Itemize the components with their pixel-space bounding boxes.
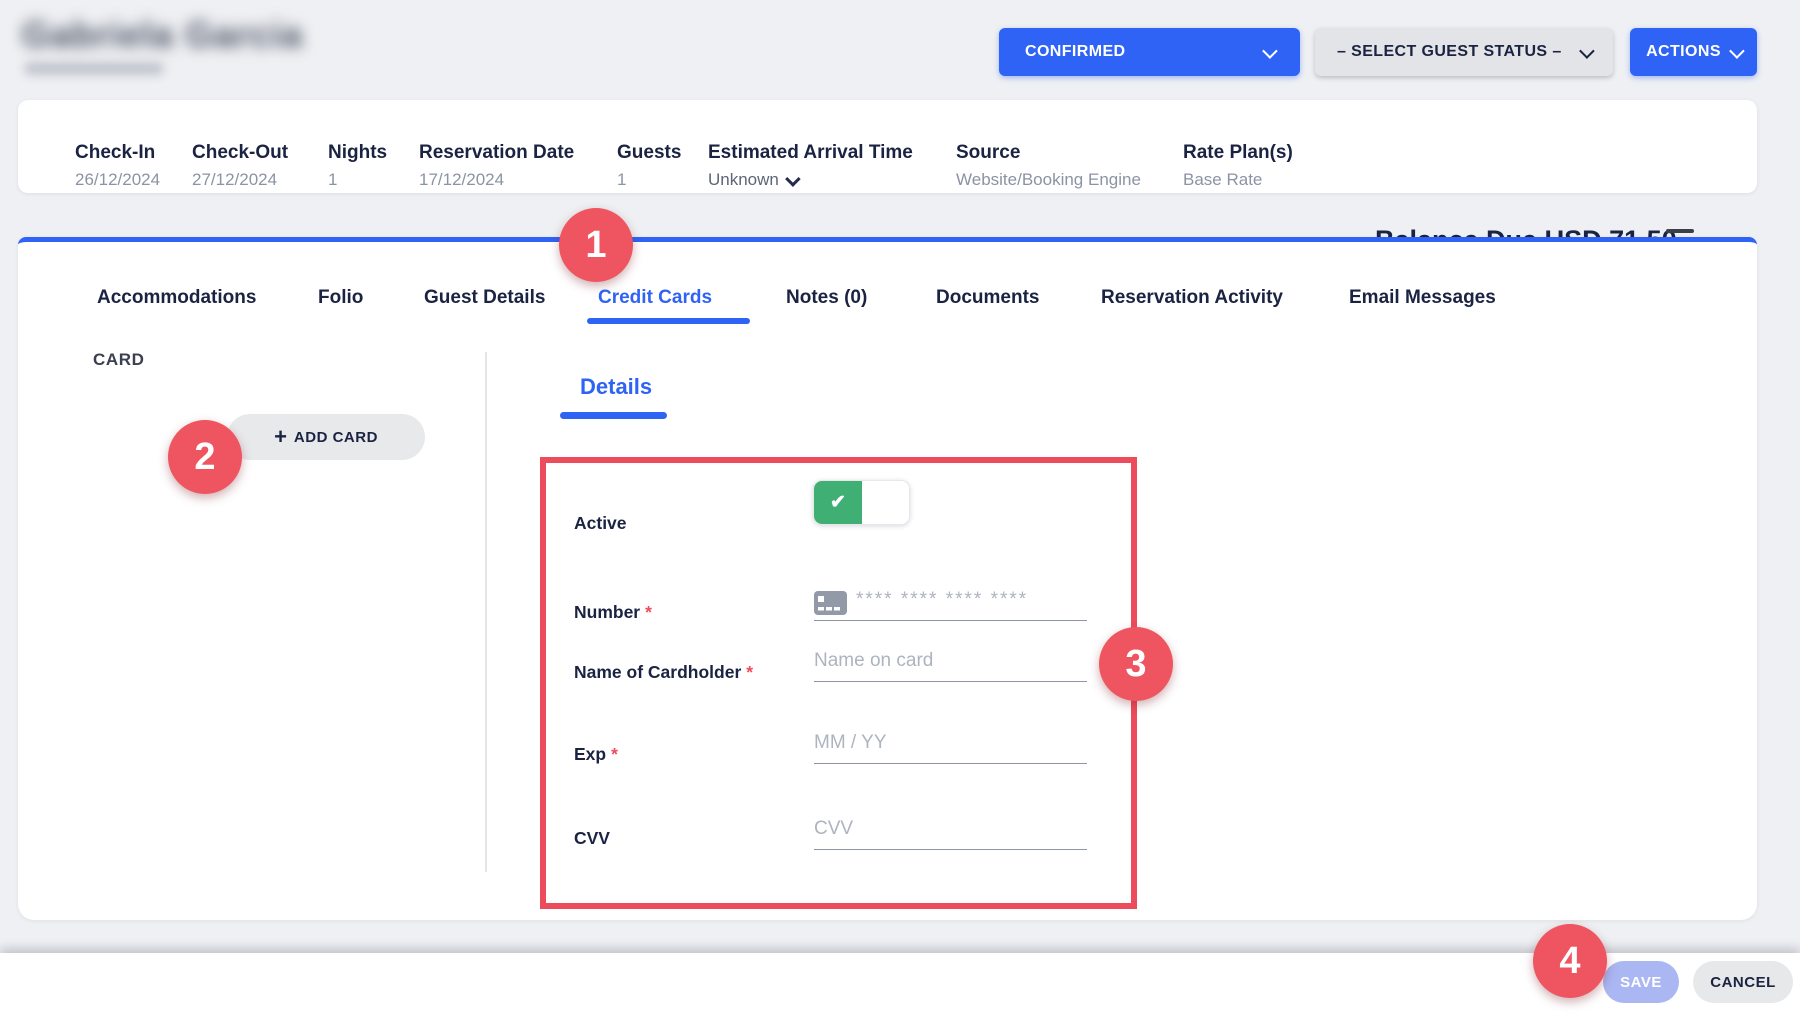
cvv-input[interactable] — [814, 818, 1087, 850]
reservation-info-card: Check-In 26/12/2024 Check-Out 27/12/2024… — [18, 100, 1757, 255]
info-check-in: Check-In 26/12/2024 — [75, 142, 161, 189]
tab-reservation-activity[interactable]: Reservation Activity — [1101, 287, 1283, 308]
card-section-heading: CARD — [93, 350, 145, 369]
info-check-out: Check-Out 27/12/2024 — [192, 142, 289, 189]
annotation-step-2: 2 — [168, 420, 242, 494]
save-button[interactable]: SAVE — [1603, 961, 1679, 1003]
reservation-status-dropdown[interactable]: CONFIRMED — [999, 28, 1300, 76]
card-number-input[interactable] — [814, 589, 1087, 621]
chevron-down-icon — [1262, 42, 1278, 59]
cardholder-field-label: Name of Cardholder * — [574, 662, 754, 682]
credit-card-icon — [814, 591, 847, 620]
guest-status-dropdown[interactable]: – SELECT GUEST STATUS – — [1315, 28, 1613, 76]
annotation-step-1: 1 — [559, 208, 633, 282]
cardholder-field-wrap — [814, 650, 1087, 682]
actions-button[interactable]: ACTIONS — [1630, 28, 1757, 76]
chevron-down-icon — [1579, 42, 1595, 59]
plus-icon: + — [274, 424, 287, 449]
toggle-check-icon: ✔ — [814, 481, 862, 524]
add-card-button[interactable]: + ADD CARD — [227, 414, 425, 460]
info-rate-plans: Rate Plan(s) Base Rate — [1183, 142, 1293, 189]
guest-status-label: – SELECT GUEST STATUS – — [1337, 43, 1562, 60]
chevron-down-icon — [785, 170, 801, 187]
footer-bar: SAVE CANCEL — [0, 953, 1800, 1018]
annotation-step-3: 3 — [1099, 627, 1173, 701]
cardholder-name-input[interactable] — [814, 650, 1087, 682]
active-tab-underline — [587, 318, 750, 324]
number-field-label: Number * — [574, 602, 652, 622]
card-number-field-wrap — [814, 589, 1087, 621]
annotation-step-4: 4 — [1533, 924, 1607, 998]
tab-guest-details[interactable]: Guest Details — [424, 287, 546, 308]
info-source: Source Website/Booking Engine — [956, 142, 1141, 189]
cvv-field-label: CVV — [574, 828, 610, 848]
exp-input[interactable] — [814, 732, 1087, 764]
tab-credit-cards[interactable]: Credit Cards — [598, 287, 713, 308]
details-tab-underline — [560, 412, 667, 419]
estimated-arrival-dropdown[interactable]: Unknown — [708, 170, 913, 190]
guest-name: Gabriela Garcia — [22, 14, 304, 55]
actions-label: ACTIONS — [1646, 43, 1721, 60]
info-estimated-arrival: Estimated Arrival Time Unknown — [708, 142, 913, 190]
active-field-label: Active — [574, 513, 627, 533]
chevron-down-icon — [1729, 42, 1745, 59]
cancel-button[interactable]: CANCEL — [1693, 961, 1793, 1003]
cvv-field-wrap — [814, 818, 1087, 850]
info-nights: Nights 1 — [328, 142, 388, 189]
active-toggle[interactable]: ✔ — [813, 480, 910, 525]
tab-folio[interactable]: Folio — [318, 287, 364, 308]
panel-divider — [485, 352, 487, 872]
exp-field-label: Exp * — [574, 744, 618, 764]
reservation-detail-panel: Accommodations Folio Guest Details Credi… — [18, 237, 1757, 920]
info-reservation-date: Reservation Date 17/12/2024 — [419, 142, 575, 189]
tab-accommodations[interactable]: Accommodations — [97, 287, 257, 308]
tab-notes[interactable]: Notes (0) — [786, 287, 868, 308]
guest-subtitle-redacted — [24, 62, 164, 75]
reservation-status-label: CONFIRMED — [1025, 43, 1126, 60]
info-guests: Guests 1 — [617, 142, 682, 189]
tab-details[interactable]: Details — [580, 374, 653, 399]
tab-documents[interactable]: Documents — [936, 287, 1040, 308]
exp-field-wrap — [814, 732, 1087, 764]
tab-email-messages[interactable]: Email Messages — [1349, 287, 1496, 308]
